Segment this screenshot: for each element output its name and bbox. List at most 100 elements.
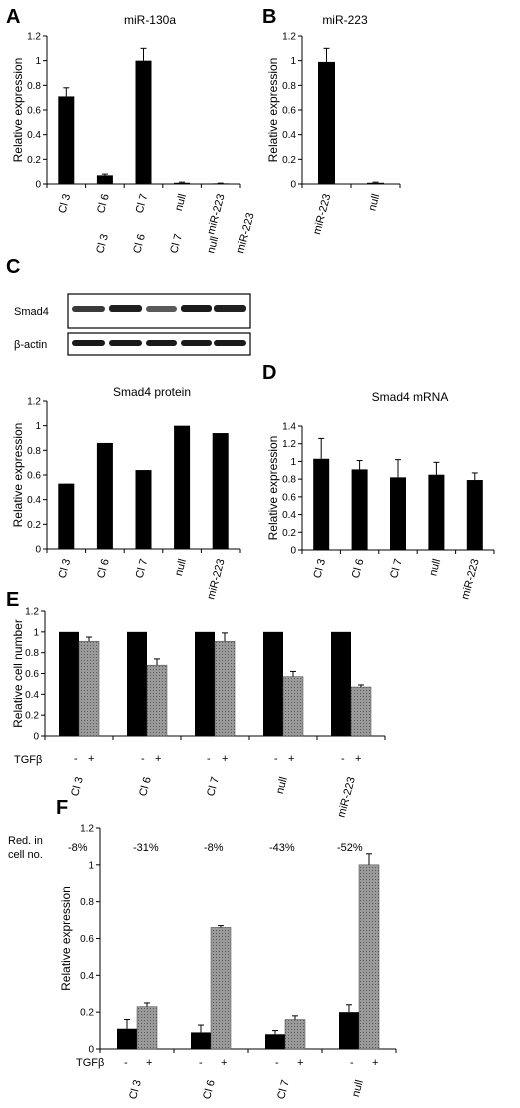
y-tick-label: 1 xyxy=(33,627,39,638)
y-tick-label: 0.8 xyxy=(27,81,41,92)
tgf-minus: - xyxy=(275,1057,279,1069)
bar xyxy=(58,483,75,549)
blot-band-smad4 xyxy=(181,305,212,312)
panel-label-e: E xyxy=(6,589,19,611)
bar-tgfb xyxy=(358,864,380,1050)
y-tick-label: 0 xyxy=(35,545,41,556)
tgf-plus: + xyxy=(88,753,94,765)
y-tick-label: 0.6 xyxy=(80,934,94,945)
blot-band-smad4 xyxy=(72,306,105,312)
tgf-minus: - xyxy=(341,753,345,765)
y-tick-label: 1 xyxy=(290,56,296,67)
bar-untreated xyxy=(117,1028,137,1049)
x-tick-label: null xyxy=(350,1079,366,1099)
blot-lane-label: miR-223 xyxy=(234,212,256,255)
y-tick-label: 0.6 xyxy=(282,492,296,503)
blot-lane-label: Cl 7 xyxy=(168,233,185,255)
bar xyxy=(367,182,384,184)
y-tick-label: 1.2 xyxy=(27,32,41,43)
x-tick-label: null xyxy=(173,558,189,578)
y-tick-label: 0 xyxy=(88,1045,94,1056)
blot-row-label-actin: β-actin xyxy=(14,339,47,351)
blot-band-actin xyxy=(72,340,105,346)
y-tick-label: 1.2 xyxy=(282,439,296,450)
y-tick-label: 0.4 xyxy=(282,510,296,521)
tgf-plus: + xyxy=(372,1057,378,1069)
bar-untreated xyxy=(339,1012,359,1049)
y-tick-label: 0.2 xyxy=(80,1008,94,1019)
y-tick-label: 0 xyxy=(290,180,296,191)
chart-title: miR-130a xyxy=(124,13,176,27)
x-tick-label: null xyxy=(274,776,290,796)
tgf-plus: + xyxy=(155,753,161,765)
blot-band-smad4 xyxy=(214,305,246,312)
x-tick-label: Cl 7 xyxy=(205,776,222,798)
y-tick-label: 1 xyxy=(88,860,94,871)
y-tick-label: 1.2 xyxy=(27,397,41,408)
bar xyxy=(390,477,406,550)
y-tick-label: 0.2 xyxy=(25,711,39,722)
tgf-minus: - xyxy=(141,753,145,765)
y-tick-label: 1.2 xyxy=(25,607,39,618)
bar-untreated xyxy=(195,631,215,736)
y-tick-label: 0.8 xyxy=(25,648,39,659)
y-axis-label: Relative expression xyxy=(59,886,73,991)
x-tick-label: miR-223 xyxy=(459,558,481,601)
bar-untreated xyxy=(191,1032,211,1049)
y-tick-label: 0 xyxy=(290,546,296,557)
y-axis-label: Relative expression xyxy=(266,436,280,541)
x-tick-label: Cl 7 xyxy=(134,193,151,215)
bar-untreated xyxy=(265,1034,285,1049)
y-tick-label: 1 xyxy=(290,457,296,468)
reduction-value: -8% xyxy=(204,842,224,854)
y-tick-label: 0.8 xyxy=(80,897,94,908)
bar xyxy=(174,182,191,184)
bar-untreated xyxy=(127,631,147,736)
y-tick-label: 0.6 xyxy=(27,106,41,117)
x-tick-label: miR-223 xyxy=(336,776,358,819)
bar xyxy=(318,61,335,184)
bar xyxy=(351,469,368,550)
y-axis-label: Relative cell number xyxy=(11,619,25,728)
y-tick-label: 0.2 xyxy=(282,528,296,539)
reduction-value: -52% xyxy=(337,842,363,854)
reduction-label-line2: cell no. xyxy=(8,849,43,861)
blot-band-smad4 xyxy=(109,305,142,312)
y-axis-label: Relative expression xyxy=(266,58,280,163)
x-tick-label: null xyxy=(427,558,443,578)
panel-label-a: A xyxy=(6,6,20,28)
blot-lane-label: Cl 3 xyxy=(94,233,111,255)
x-tick-label: Cl 3 xyxy=(57,558,74,580)
y-tick-label: 0.2 xyxy=(27,520,41,531)
blot-band-actin xyxy=(146,340,177,346)
y-tick-label: 1 xyxy=(35,421,41,432)
panel-label-d: D xyxy=(262,362,276,384)
tgf-label-f: TGFβ xyxy=(76,1057,104,1069)
bar xyxy=(466,480,483,550)
y-axis-label: Relative expression xyxy=(11,58,25,163)
y-tick-label: 0 xyxy=(33,732,39,743)
y-axis-label: Relative expression xyxy=(11,423,25,528)
western-blot: Cl 3 Cl 6 Cl 7 null miR-223 Smad4 β-acti… xyxy=(14,212,257,356)
y-tick-label: 0.6 xyxy=(282,106,296,117)
blot-lane-label: Cl 6 xyxy=(131,233,148,255)
tgf-plus: + xyxy=(297,1057,303,1069)
x-tick-label: miR-223 xyxy=(205,193,227,236)
x-tick-label: Cl 6 xyxy=(137,776,154,798)
bar xyxy=(212,183,229,185)
reduction-value: -43% xyxy=(269,842,295,854)
blot-lane-label: null xyxy=(205,235,221,255)
tgf-plus: + xyxy=(222,753,228,765)
panel-label-f: F xyxy=(56,797,68,819)
y-tick-label: 0.4 xyxy=(27,495,41,506)
bar xyxy=(58,96,75,184)
bar-tgfb xyxy=(284,1019,306,1050)
bar-tgfb xyxy=(78,640,100,737)
tgf-plus: + xyxy=(288,753,294,765)
blot-band-actin xyxy=(109,340,142,346)
reduction-value: -8% xyxy=(68,842,88,854)
x-tick-label: Cl 6 xyxy=(350,558,367,580)
bar xyxy=(212,433,229,549)
y-tick-label: 0.8 xyxy=(27,446,41,457)
